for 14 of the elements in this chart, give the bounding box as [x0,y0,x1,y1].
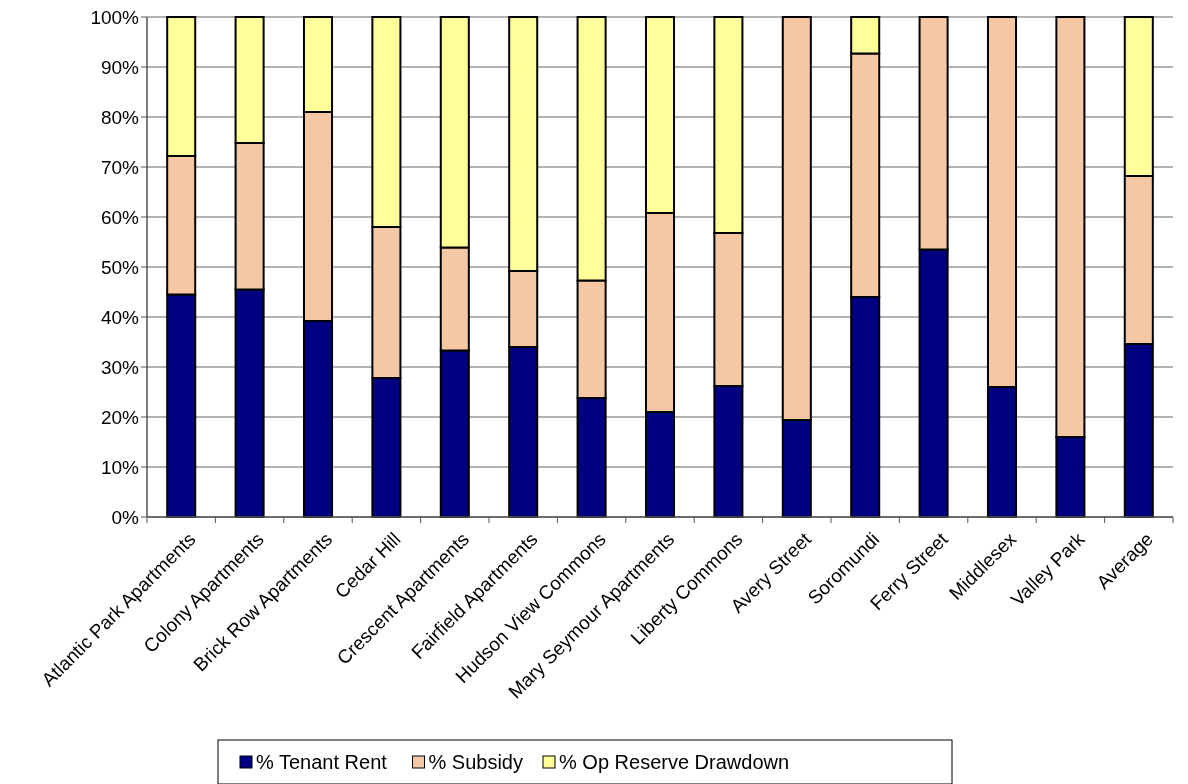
y-tick-label: 90% [100,56,140,78]
y-tick-label: 100% [90,6,140,28]
y-tick-label: 70% [100,156,140,178]
legend-label: % Tenant Rent [256,751,388,773]
y-tick-label: 80% [100,106,140,128]
y-tick-label: 60% [100,206,140,228]
y-tick-label: 40% [100,306,140,328]
y-tick-label: 30% [100,356,140,378]
y-tick-label: 50% [100,256,140,278]
legend-label: % Subsidy [428,751,523,773]
legend-label: % Op Reserve Drawdown [559,751,790,773]
y-tick-label: 10% [100,456,140,478]
y-tick-label: 0% [111,506,140,528]
y-tick-label: 20% [100,406,140,428]
